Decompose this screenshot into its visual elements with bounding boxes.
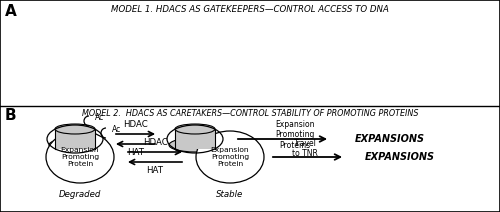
Polygon shape xyxy=(199,135,207,141)
Polygon shape xyxy=(79,135,87,141)
Text: Travel
to TNR: Travel to TNR xyxy=(292,139,318,158)
Text: HAT: HAT xyxy=(146,166,164,175)
Ellipse shape xyxy=(169,138,221,152)
Ellipse shape xyxy=(196,131,264,183)
Text: B: B xyxy=(5,108,16,123)
Text: EXPANSIONS: EXPANSIONS xyxy=(355,134,425,144)
Text: Ac: Ac xyxy=(95,113,104,123)
Text: A: A xyxy=(5,4,17,19)
Text: Degraded: Degraded xyxy=(59,190,101,199)
Text: Expansion
Promoting
Proteins: Expansion Promoting Proteins xyxy=(275,120,315,150)
Text: HAT: HAT xyxy=(127,148,144,157)
Ellipse shape xyxy=(175,124,215,134)
Bar xyxy=(55,129,95,149)
Text: EXPANSIONS: EXPANSIONS xyxy=(365,152,435,162)
Polygon shape xyxy=(68,135,76,141)
Text: HDAC: HDAC xyxy=(142,138,168,147)
Text: Stable: Stable xyxy=(216,190,244,199)
Text: Ac: Ac xyxy=(112,126,121,134)
Text: MODEL 2.  HDACS AS CARETAKERS—CONTROL STABILITY OF PROMOTING PROTEINS: MODEL 2. HDACS AS CARETAKERS—CONTROL STA… xyxy=(82,109,418,118)
Bar xyxy=(175,129,215,149)
Polygon shape xyxy=(177,135,185,141)
Text: HDAC: HDAC xyxy=(123,120,148,129)
Ellipse shape xyxy=(49,138,101,152)
Text: MODEL 1. HDACS AS GATEKEEPERS—CONTROL ACCESS TO DNA: MODEL 1. HDACS AS GATEKEEPERS—CONTROL AC… xyxy=(111,5,389,14)
Text: Expansion
Promoting
Protein: Expansion Promoting Protein xyxy=(210,147,250,167)
Polygon shape xyxy=(188,135,196,141)
Ellipse shape xyxy=(46,131,114,183)
Ellipse shape xyxy=(55,124,95,134)
Polygon shape xyxy=(57,135,65,141)
Text: Expansion
Promoting
Protein: Expansion Promoting Protein xyxy=(60,147,100,167)
